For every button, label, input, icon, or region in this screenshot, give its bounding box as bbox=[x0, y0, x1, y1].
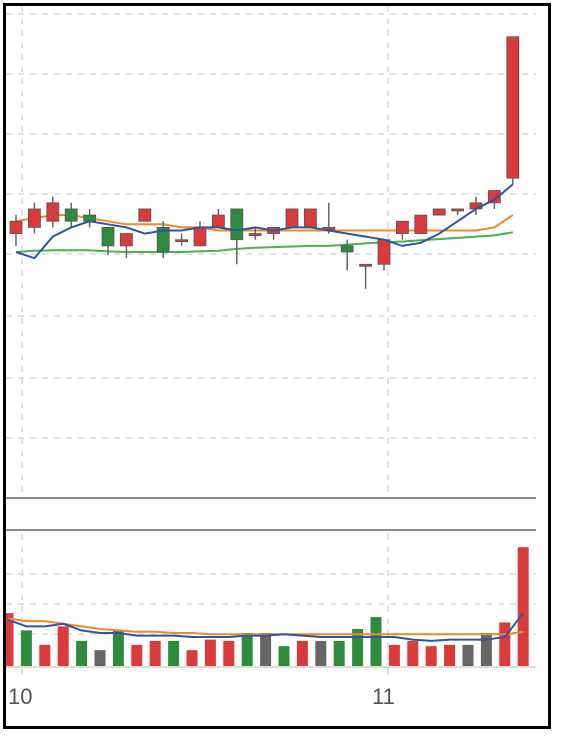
volume-bar bbox=[296, 640, 308, 666]
ma-long-line bbox=[15, 231, 513, 253]
volume-bar bbox=[76, 640, 88, 666]
volume-bar bbox=[94, 650, 106, 666]
ma-mid-line bbox=[15, 214, 514, 232]
candle-body bbox=[487, 190, 501, 204]
volume-bar bbox=[223, 640, 235, 666]
candle-body bbox=[359, 263, 373, 267]
candle-body bbox=[322, 226, 336, 230]
candle-body bbox=[230, 208, 244, 241]
volume-bar bbox=[388, 644, 400, 666]
candle-body bbox=[9, 220, 23, 234]
volume-bar bbox=[370, 617, 382, 666]
candle-body bbox=[211, 214, 225, 228]
volume-ma-short-line bbox=[7, 612, 524, 642]
candle-body bbox=[193, 226, 207, 247]
candle-body bbox=[120, 233, 133, 247]
candle-body bbox=[138, 208, 152, 222]
volume-bar bbox=[278, 646, 290, 666]
volume-bar bbox=[57, 626, 69, 666]
candle-body bbox=[451, 208, 465, 212]
candle-body bbox=[414, 214, 428, 234]
ma-short-line bbox=[15, 183, 514, 260]
candle-body bbox=[303, 208, 317, 228]
x-tick-label: 11 bbox=[372, 684, 395, 709]
volume-bar bbox=[517, 547, 529, 666]
volume-bar bbox=[241, 633, 253, 666]
x-axis: 10 11 bbox=[8, 684, 395, 709]
candle-body bbox=[101, 226, 115, 247]
candle-body bbox=[377, 239, 391, 265]
candlestick-chart[interactable]: 10 11 bbox=[6, 6, 548, 726]
volume-ma-mid-line bbox=[7, 617, 524, 636]
volume-bar bbox=[425, 646, 437, 666]
grid-lines bbox=[6, 6, 536, 674]
volume-bar bbox=[499, 622, 511, 666]
volume-bar bbox=[112, 630, 124, 666]
volume-bar bbox=[480, 633, 492, 666]
volume-bar bbox=[39, 644, 51, 666]
volume-bar bbox=[333, 640, 345, 666]
volume-bar bbox=[315, 640, 327, 666]
price-panel bbox=[9, 36, 520, 289]
volume-bar bbox=[149, 640, 161, 666]
volume-panel bbox=[6, 547, 529, 666]
volume-bar bbox=[20, 630, 32, 666]
candle-body bbox=[395, 220, 409, 234]
volume-bar bbox=[186, 650, 198, 666]
volume-bar bbox=[407, 640, 419, 666]
candle-body bbox=[175, 239, 189, 243]
candle-body bbox=[285, 208, 299, 228]
candle-body bbox=[27, 208, 41, 228]
candle-body bbox=[506, 36, 520, 179]
volume-bar bbox=[6, 613, 14, 666]
candle-body bbox=[46, 202, 60, 222]
candle-body bbox=[248, 233, 262, 236]
volume-bar bbox=[352, 629, 364, 666]
volume-bar bbox=[260, 633, 272, 666]
volume-bar bbox=[168, 640, 180, 666]
candle-body bbox=[64, 208, 78, 222]
volume-bar bbox=[444, 644, 456, 666]
candle-body bbox=[340, 245, 354, 253]
volume-bar bbox=[204, 639, 216, 666]
candle-body bbox=[432, 208, 446, 216]
candle-body bbox=[156, 226, 170, 253]
volume-bar bbox=[462, 644, 474, 666]
volume-bar bbox=[131, 644, 143, 666]
chart-frame: 10 11 bbox=[3, 3, 551, 729]
x-tick-label: 10 bbox=[8, 684, 32, 709]
